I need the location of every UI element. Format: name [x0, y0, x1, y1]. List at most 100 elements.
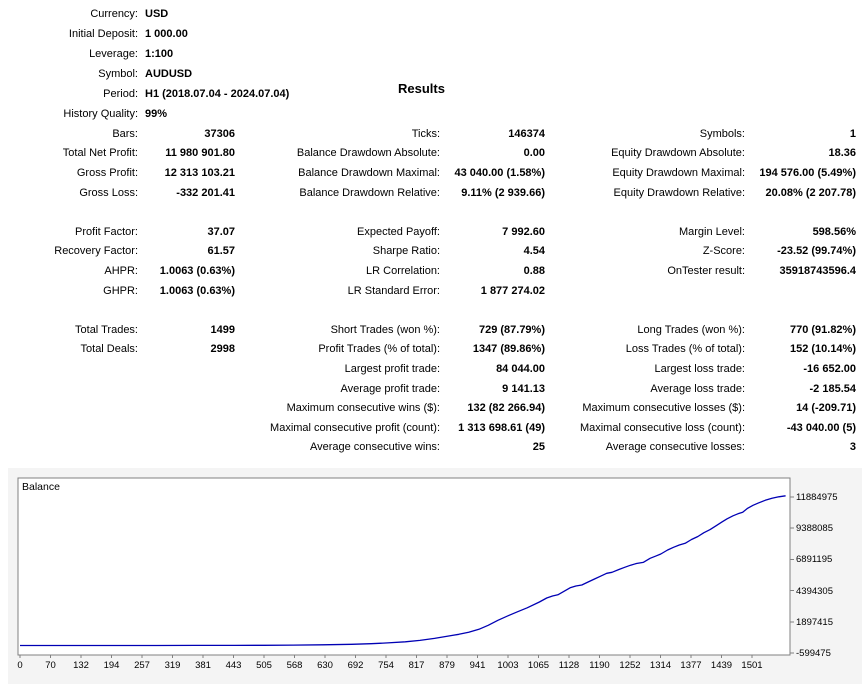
- stats-row: Total Net Profit: 11 980 901.80 Balance Dr…: [0, 144, 856, 164]
- info-value: USD: [145, 8, 169, 20]
- stat-label: Balance Drawdown Maximal:: [298, 166, 440, 179]
- stat-label: Ticks:: [411, 127, 440, 140]
- stat-value: 14 (-209.71): [796, 402, 856, 415]
- x-axis-label: 381: [195, 660, 211, 671]
- balance-curve: [20, 495, 786, 647]
- stat-label: Equity Drawdown Absolute:: [611, 147, 745, 160]
- info-row: Symbol: AUDUSD: [0, 64, 289, 84]
- stat-value: 1499: [210, 323, 235, 336]
- stat-value: 1 877 274.02: [480, 284, 545, 297]
- stat-value: 9.11% (2 939.66): [461, 186, 545, 199]
- results-title: Results: [398, 81, 445, 96]
- x-axis-label: 817: [408, 660, 425, 671]
- stat-value: 1: [849, 127, 856, 140]
- x-axis-label: 754: [378, 660, 394, 671]
- y-axis-label: -599475: [796, 648, 831, 659]
- stat-label: Largest profit trade:: [344, 362, 440, 375]
- x-axis-label: 1128: [558, 660, 580, 671]
- y-axis-label: 1897415: [796, 616, 833, 628]
- info-row: Leverage: 1:100: [0, 44, 289, 64]
- balance-chart: Balance 11884975 9388085 6891195 4394305 189…: [8, 468, 862, 684]
- stat-label: LR Standard Error:: [347, 284, 440, 297]
- stats-row: Recovery Factor: 61.57 Sharpe Ratio: 4.54 Z-…: [0, 242, 856, 262]
- stat-value: 84 044.00: [496, 362, 545, 375]
- stat-label: Average consecutive losses:: [605, 441, 745, 454]
- stat-label: Total Net Profit:: [62, 147, 138, 160]
- stat-label: Short Trades (won %):: [330, 323, 440, 336]
- stats-row: [0, 202, 856, 222]
- chart-plot-area: [17, 477, 791, 656]
- stat-label: Sharpe Ratio:: [372, 245, 440, 258]
- x-axis-label: 443: [225, 660, 242, 671]
- stat-label: Equity Drawdown Maximal:: [612, 166, 745, 179]
- info-row: Currency: USD: [0, 4, 289, 24]
- info-label: Symbol:: [98, 68, 138, 80]
- chart-title: Balance: [22, 481, 60, 493]
- stats-grid: Bars: 37306 Ticks: 146374 Symbols: 1 Total Net…: [0, 124, 856, 457]
- stat-value: 4.54: [523, 245, 545, 258]
- stat-label: Z-Score:: [702, 245, 745, 258]
- info-value: 99%: [145, 108, 168, 120]
- x-axis-label: 1501: [741, 660, 763, 671]
- stat-value: -16 652.00: [803, 362, 856, 375]
- info-row: Initial Deposit: 1 000.00: [0, 24, 289, 44]
- stat-label: Largest loss trade:: [654, 362, 746, 375]
- stat-value: 3: [849, 441, 856, 454]
- info-label: Period:: [103, 88, 138, 100]
- stat-value: 1347 (89.86%): [472, 343, 545, 356]
- stat-value: 729 (87.79%): [478, 323, 545, 336]
- stat-label: LR Correlation:: [366, 264, 440, 277]
- stats-row: Total Deals: 2998 Profit Trades (% of tota…: [0, 340, 856, 360]
- stats-row: Maximal consecutive profit (count): 1 313…: [0, 418, 856, 438]
- stats-row: Average consecutive wins: 25 Average conse…: [0, 438, 856, 458]
- stat-value: 152 (10.14%): [789, 343, 856, 356]
- info-label: Initial Deposit:: [68, 28, 138, 40]
- stats-row: AHPR: 1.0063 (0.63%) LR Correlation: 0.88 On…: [0, 261, 856, 281]
- x-axis-label: 257: [134, 660, 150, 671]
- stat-value: 35918743596.4: [779, 264, 856, 277]
- stat-value: 25: [532, 441, 545, 454]
- x-axis-label: 1314: [649, 660, 672, 671]
- stat-label: Long Trades (won %):: [637, 323, 745, 336]
- stat-value: 9 141.13: [502, 382, 545, 395]
- x-axis-label: 1439: [710, 660, 733, 671]
- stats-row: Average profit trade: 9 141.13 Average los…: [0, 379, 856, 399]
- stat-label: GHPR:: [103, 284, 138, 297]
- info-label: Leverage:: [89, 48, 138, 60]
- stat-value: 12 313 103.21: [164, 166, 235, 179]
- info-value: 1 000.00: [145, 28, 188, 40]
- stat-label: Equity Drawdown Relative:: [613, 186, 745, 199]
- stats-row: Total Trades: 1499 Short Trades (won %): 72…: [0, 320, 856, 340]
- info-row: History Quality: 99%: [0, 104, 289, 124]
- stat-value: 1 313 698.61 (49): [458, 421, 545, 434]
- stat-value: 0.00: [523, 147, 545, 160]
- stats-row: Maximum consecutive wins ($): 132 (82 266…: [0, 398, 856, 418]
- y-axis-label: 4394305: [796, 585, 833, 597]
- stat-value: 1.0063 (0.63%): [159, 284, 235, 297]
- stat-label: Balance Drawdown Relative:: [299, 186, 440, 199]
- stat-label: Maximal consecutive loss (count):: [579, 421, 745, 434]
- stat-value: -2 185.54: [809, 382, 856, 395]
- x-axis-label: 1377: [680, 660, 702, 671]
- stat-label: Symbols:: [699, 127, 745, 140]
- stat-label: Balance Drawdown Absolute:: [296, 147, 440, 160]
- stat-value: 20.08% (2 207.78): [765, 186, 856, 199]
- stat-label: Recovery Factor:: [54, 245, 138, 258]
- info-value: AUDUSD: [145, 68, 193, 80]
- x-axis-label: 0: [17, 660, 23, 671]
- stat-label: Maximum consecutive losses ($):: [582, 402, 745, 415]
- stat-value: -43 040.00 (5): [786, 421, 856, 434]
- x-axis-label: 879: [439, 660, 455, 671]
- stat-value: 11 980 901.80: [165, 147, 235, 160]
- x-axis-label: 941: [469, 660, 486, 671]
- stat-value: 132 (82 266.94): [467, 402, 545, 415]
- stat-label: Maximum consecutive wins ($):: [286, 402, 440, 415]
- stat-value: 1.0063 (0.63%): [159, 264, 235, 277]
- stat-value: 770 (91.82%): [789, 323, 856, 336]
- stats-row: Gross Profit: 12 313 103.21 Balance Drawdo…: [0, 163, 856, 183]
- y-axis-label: 6891195: [796, 554, 833, 566]
- x-axis-label: 692: [347, 660, 364, 671]
- stats-row: Largest profit trade: 84 044.00 Largest lo…: [0, 359, 856, 379]
- stats-row: Bars: 37306 Ticks: 146374 Symbols: 1: [0, 124, 856, 144]
